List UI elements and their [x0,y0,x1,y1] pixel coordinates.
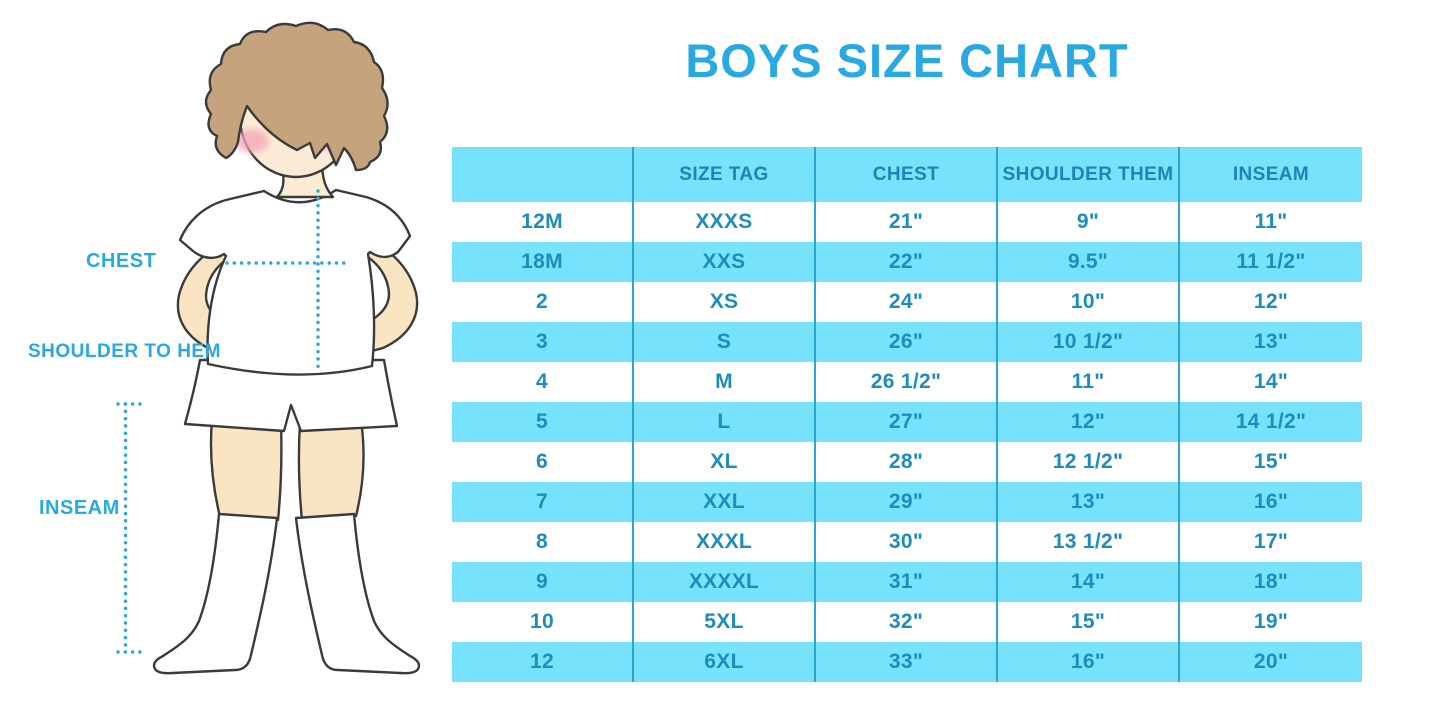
table-row: 12 6XL 33" 16" 20" [452,642,1362,682]
column-header: SIZE TAG [634,147,816,202]
table-row: 18M XXS 22" 9.5" 11 1/2" [452,242,1362,282]
table-cell: 5 [452,402,634,442]
table-cell: 9" [998,202,1180,242]
table-cell: 12 [452,642,634,682]
table-row: 6 XL 28" 12 1/2" 15" [452,442,1362,482]
table-cell: 12 1/2" [998,442,1180,482]
size-table-body: 12M XXXS 21" 9" 11" 18M XXS 22" 9.5" 11 1/2" 2 XS 24… [452,202,1362,682]
table-cell: 15" [1253,450,1289,473]
boy-tshirt [178,188,412,376]
table-cell: 15" [998,602,1180,642]
column-header: INSEAM [1232,163,1310,185]
table-cell: 10 1/2" [998,322,1180,362]
table-row: 5 L 27" 12" 14 1/2" [452,402,1362,442]
shoulder-to-hem-label: SHOULDER TO HEM [28,341,221,362]
boy-right-sock [294,512,421,675]
size-table: SIZE TAG CHEST SHOULDER THEM INSEAM 12M XXXS… [452,147,1362,682]
table-cell: L [634,402,816,442]
table-cell: M [634,362,816,402]
table-cell: 19" [1253,610,1289,633]
table-cell: 27" [816,402,998,442]
table-cell: 14" [998,562,1180,602]
table-cell: 14 1/2" [1235,410,1307,433]
table-cell: 12" [1253,290,1289,313]
table-cell: 5XL [634,602,816,642]
table-cell: 18" [1253,570,1289,593]
table-cell: 7 [452,482,634,522]
table-cell: XXXXL [634,562,816,602]
boy-figure-illustration [116,21,421,675]
table-cell: XXL [634,482,816,522]
table-cell: 13" [998,482,1180,522]
table-cell: 26" [816,322,998,362]
table-cell: 9.5" [998,242,1180,282]
table-cell: 2 [452,282,634,322]
table-cell: 11" [998,362,1180,402]
table-cell: 13 1/2" [998,522,1180,562]
table-cell: XXXL [634,522,816,562]
table-cell: 16" [1253,490,1289,513]
table-cell: 6XL [634,642,816,682]
table-cell: 33" [816,642,998,682]
table-row: 9 XXXXL 31" 14" 18" [452,562,1362,602]
boy-right-leg [297,418,365,522]
boy-hair [204,21,389,172]
boy-left-leg [209,418,283,522]
table-cell: 9 [452,562,634,602]
table-cell: XS [634,282,816,322]
table-cell: 8 [452,522,634,562]
table-cell: 10" [998,282,1180,322]
table-cell: 12M [452,202,634,242]
column-header: SHOULDER THEM [998,147,1180,202]
table-cell: 11 1/2" [1236,250,1306,273]
boy-left-blush [235,129,269,153]
table-cell: 31" [816,562,998,602]
table-row: 2 XS 24" 10" 12" [452,282,1362,322]
table-row: 10 5XL 32" 15" 19" [452,602,1362,642]
table-cell: 21" [816,202,998,242]
table-cell: 20" [1253,650,1289,673]
table-cell: 17" [1253,530,1289,553]
table-cell: 12" [998,402,1180,442]
table-cell: 32" [816,602,998,642]
table-row: 4 M 26 1/2" 11" 14" [452,362,1362,402]
table-cell: 30" [816,522,998,562]
table-cell: 22" [816,242,998,282]
table-row: 7 XXL 29" 13" 16" [452,482,1362,522]
boy-left-sock [152,512,279,675]
table-cell: 29" [816,482,998,522]
table-cell: 10 [452,602,634,642]
table-cell: 24" [816,282,998,322]
table-cell: 28" [816,442,998,482]
table-cell: 4 [452,362,634,402]
table-cell: 26 1/2" [816,362,998,402]
page-title: BOYS SIZE CHART [685,34,1129,87]
table-cell: 11" [1254,210,1288,233]
table-cell: 3 [452,322,634,362]
table-cell: XXXS [634,202,816,242]
column-header [452,147,634,202]
table-cell: 13" [1253,330,1289,353]
column-header: CHEST [816,147,998,202]
table-row: 12M XXXS 21" 9" 11" [452,202,1362,242]
chest-label: CHEST [86,250,157,272]
table-row: 3 S 26" 10 1/2" 13" [452,322,1362,362]
table-cell: 16" [998,642,1180,682]
table-cell: S [634,322,816,362]
table-cell: 14" [1253,370,1289,393]
table-cell: XL [634,442,816,482]
table-cell: 6 [452,442,634,482]
boy-shorts [183,358,399,433]
table-cell: XXS [634,242,816,282]
inseam-label: INSEAM [39,497,120,519]
table-row: 8 XXXL 30" 13 1/2" 17" [452,522,1362,562]
size-table-header-row: SIZE TAG CHEST SHOULDER THEM INSEAM [452,147,1362,202]
table-cell: 18M [452,242,634,282]
